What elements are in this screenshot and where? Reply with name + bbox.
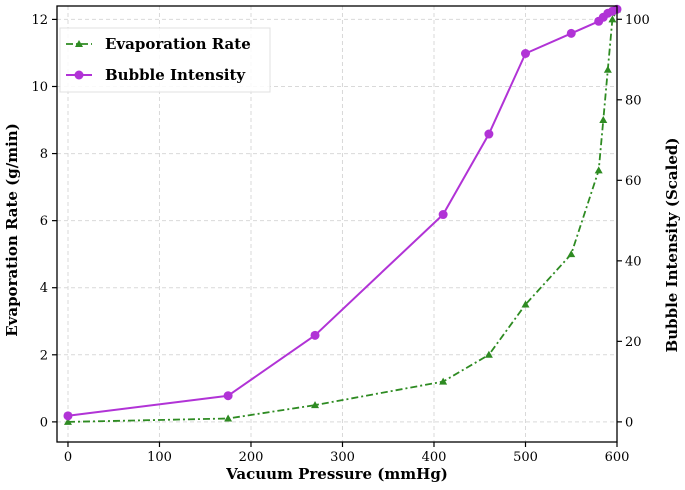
point-bubble-intensity xyxy=(438,210,448,220)
point-evaporation-rate xyxy=(608,15,617,23)
point-bubble-intensity xyxy=(223,391,233,401)
point-evaporation-rate xyxy=(224,414,233,422)
y-right-tick-label: 100 xyxy=(625,13,650,28)
x-tick-label: 600 xyxy=(605,450,630,465)
y-left-tick-label: 4 xyxy=(40,281,48,296)
legend: Evaporation Rate Bubble Intensity xyxy=(59,27,271,93)
point-evaporation-rate xyxy=(311,401,320,409)
point-evaporation-rate xyxy=(567,250,576,258)
x-axis-label: Vacuum Pressure (mmHg) xyxy=(225,465,448,483)
y-left-tick-label: 6 xyxy=(40,214,48,229)
x-tick-label: 500 xyxy=(513,450,538,465)
y-right-tick-label: 80 xyxy=(625,93,642,108)
x-tick-label: 100 xyxy=(147,450,172,465)
y-right-tick-label: 60 xyxy=(625,174,642,189)
x-tick-label: 400 xyxy=(422,450,447,465)
y-left-tick-label: 2 xyxy=(40,348,48,363)
legend-box xyxy=(59,27,271,93)
legend-marker-bubble-intensity xyxy=(74,70,84,80)
x-tick-label: 0 xyxy=(64,450,72,465)
point-evaporation-rate xyxy=(599,116,608,124)
point-bubble-intensity xyxy=(566,28,576,38)
point-evaporation-rate xyxy=(521,300,530,308)
y-left-tick-label: 10 xyxy=(31,80,48,95)
y-axis-left-label: Evaporation Rate (g/min) xyxy=(3,123,21,337)
legend-label-evaporation-rate: Evaporation Rate xyxy=(105,35,251,53)
point-bubble-intensity xyxy=(63,411,73,421)
y-right-tick-label: 0 xyxy=(625,415,633,430)
y-right-tick-label: 20 xyxy=(625,335,642,350)
y-left-tick-label: 0 xyxy=(40,415,48,430)
point-bubble-intensity xyxy=(520,49,530,59)
x-tick-label: 200 xyxy=(239,450,264,465)
axis-ticks: 0 100 200 300 400 500 600 0 2 4 6 8 10 12 0 20 40 60 80 100 xyxy=(31,13,649,465)
point-bubble-intensity xyxy=(310,330,320,340)
series-line-evaporation-rate xyxy=(67,9,618,423)
y-axis-right-label: Bubble Intensity (Scaled) xyxy=(663,138,681,353)
point-evaporation-rate xyxy=(63,417,72,425)
series-layer xyxy=(63,4,622,425)
legend-marker-evaporation-rate xyxy=(75,40,83,47)
point-evaporation-rate xyxy=(439,377,448,385)
point-evaporation-rate xyxy=(603,65,612,73)
point-evaporation-rate xyxy=(484,350,493,358)
y-left-tick-label: 12 xyxy=(31,13,48,28)
point-bubble-intensity xyxy=(484,129,494,139)
plot-frame xyxy=(56,5,618,443)
point-evaporation-rate xyxy=(594,166,603,174)
y-right-tick-label: 40 xyxy=(625,254,642,269)
legend-label-bubble-intensity: Bubble Intensity xyxy=(105,66,246,84)
y-left-tick-label: 8 xyxy=(40,147,48,162)
x-tick-label: 300 xyxy=(330,450,355,465)
